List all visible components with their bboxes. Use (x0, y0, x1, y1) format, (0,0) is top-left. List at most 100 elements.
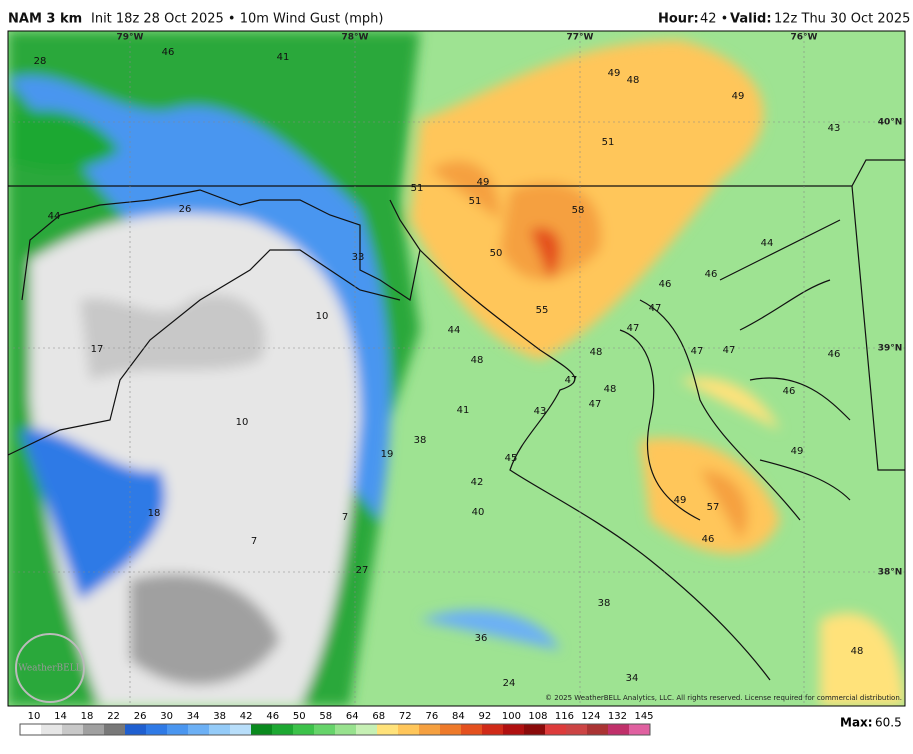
colorbar-swatch (251, 724, 273, 735)
gust-value: 26 (179, 204, 192, 215)
gust-value: 27 (356, 565, 369, 576)
gust-value: 47 (691, 346, 704, 357)
gust-value: 51 (411, 183, 424, 194)
valid-label: Valid: (730, 12, 772, 27)
colorbar-swatch (419, 724, 441, 735)
gust-value: 48 (471, 355, 484, 366)
colorbar-swatch (293, 724, 315, 735)
colorbar-swatch (461, 724, 483, 735)
valid: 12z Thu 30 Oct 2025 (774, 12, 910, 27)
hour-label: Hour: (658, 12, 699, 27)
colorbar-swatch (83, 724, 105, 735)
gust-value: 41 (457, 405, 470, 416)
colorbar-tick: 26 (134, 711, 147, 722)
colorbar-swatch (104, 724, 126, 735)
colorbar-tick: 14 (54, 711, 67, 722)
gust-value: 46 (162, 47, 175, 58)
colorbar-swatch (188, 724, 210, 735)
gust-value: 10 (236, 417, 249, 428)
colorbar-swatch (377, 724, 399, 735)
colorbar-swatch (503, 724, 525, 735)
gust-value: 58 (572, 205, 585, 216)
colorbar-tick: 30 (160, 711, 173, 722)
gust-value: 55 (536, 305, 549, 316)
colorbar-tick: 92 (479, 711, 492, 722)
colorbar-tick: 64 (346, 711, 359, 722)
gust-value: 33 (352, 252, 365, 263)
colorbar-swatch (587, 724, 609, 735)
model: NAM 3 km (8, 12, 82, 27)
gust-value: 7 (251, 536, 257, 547)
max-label: Max: (840, 716, 873, 730)
colorbar-swatch (482, 724, 504, 735)
gust-value: 40 (472, 507, 485, 518)
map-frame (7, 30, 906, 707)
colorbar-tick: 132 (608, 711, 627, 722)
gust-value: 19 (381, 449, 394, 460)
colorbar-swatch (146, 724, 168, 735)
lon-label: 76°W (791, 33, 818, 43)
gust-value: 46 (659, 279, 672, 290)
colorbar-swatch (272, 724, 294, 735)
gust-value: 47 (589, 399, 602, 410)
logo: WeatherBELL (18, 664, 81, 674)
colorbar-tick: 108 (528, 711, 547, 722)
lon-label: 79°W (117, 33, 144, 43)
colorbar-swatch (608, 724, 630, 735)
gust-value: 46 (828, 349, 841, 360)
gust-value: 47 (649, 303, 662, 314)
gust-value: 46 (705, 269, 718, 280)
colorbar-tick: 18 (81, 711, 94, 722)
colorbar-swatch (125, 724, 147, 735)
gust-value: 43 (534, 406, 547, 417)
colorbar-swatch (566, 724, 588, 735)
colorbar-swatch (524, 724, 546, 735)
colorbar-swatch (314, 724, 336, 735)
boundaries (8, 159, 905, 681)
gust-value: 45 (505, 453, 518, 464)
colorbar-swatch (209, 724, 231, 735)
colorbar-tick: 116 (555, 711, 574, 722)
lon-label: 78°W (342, 33, 369, 43)
gust-value: 28 (34, 56, 47, 67)
colorbar-tick: 68 (372, 711, 385, 722)
lon-label: 77°W (567, 33, 594, 43)
colorbar-tick: 100 (502, 711, 521, 722)
colorbar-tick: 42 (240, 711, 253, 722)
gust-value: 47 (565, 375, 578, 386)
hour: 42 • (700, 12, 728, 27)
lat-label: 39°N (878, 344, 903, 354)
gust-value: 48 (627, 75, 640, 86)
colorbar-swatch (545, 724, 567, 735)
gust-value: 49 (477, 177, 490, 188)
gust-value: 49 (791, 446, 804, 457)
gust-value: 49 (732, 91, 745, 102)
gust-value: 49 (608, 68, 621, 79)
gust-value: 48 (590, 347, 603, 358)
colorbar-swatch (62, 724, 84, 735)
gust-value: 43 (828, 123, 841, 134)
colorbar-tick: 72 (399, 711, 412, 722)
gust-value: 51 (602, 137, 615, 148)
gust-value: 44 (48, 211, 61, 222)
gust-value: 48 (851, 646, 864, 657)
gust-value: 47 (723, 345, 736, 356)
gust-value: 17 (91, 344, 104, 355)
colorbar-tick: 22 (107, 711, 120, 722)
copyright: © 2025 WeatherBELL Analytics, LLC. All r… (545, 694, 902, 702)
gust-value: 38 (598, 598, 611, 609)
colorbar-swatch (230, 724, 252, 735)
colorbar-tick: 124 (581, 711, 600, 722)
colorbar-swatch (335, 724, 357, 735)
gust-value: 42 (471, 477, 484, 488)
gust-value: 48 (604, 384, 617, 395)
colorbar-swatch (41, 724, 63, 735)
gust-value: 44 (448, 325, 461, 336)
gust-value: 36 (475, 633, 488, 644)
map-field (8, 31, 905, 706)
gust-value: 38 (414, 435, 427, 446)
logo-ring (15, 633, 85, 703)
colorbar-tick: 50 (293, 711, 306, 722)
